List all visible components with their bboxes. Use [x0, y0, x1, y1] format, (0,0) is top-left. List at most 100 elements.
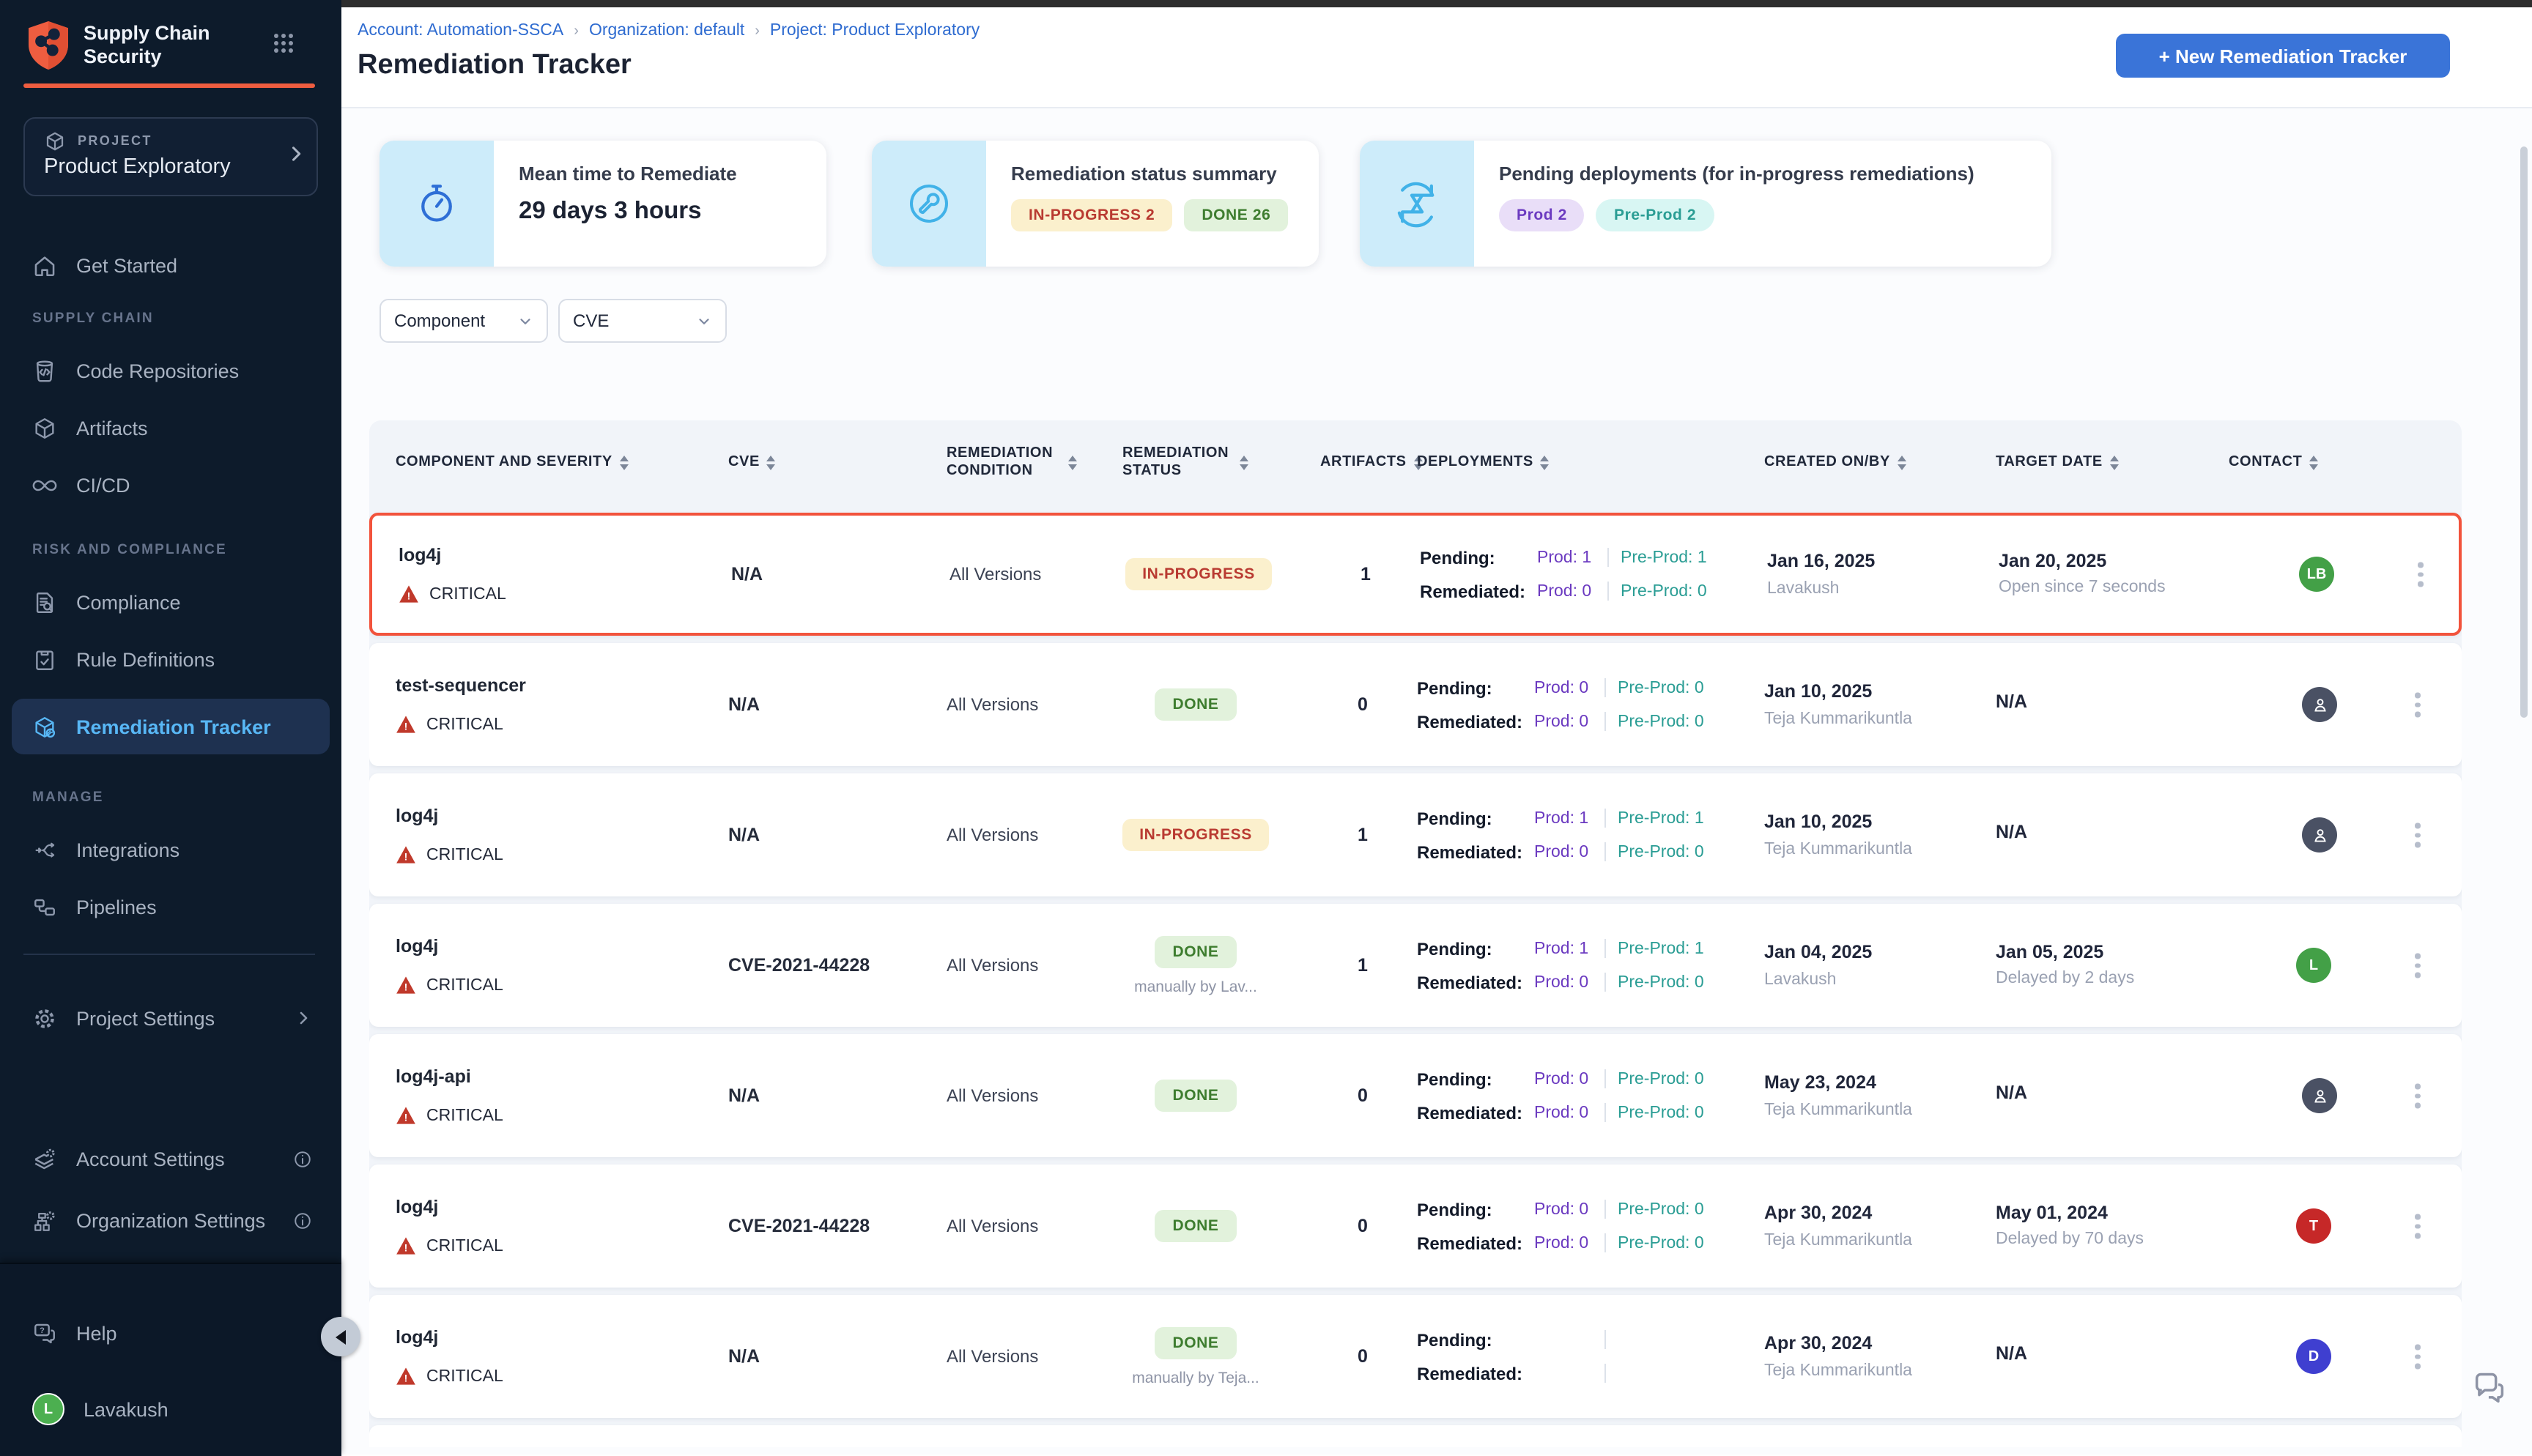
sidebar-item-account-settings[interactable]: Account Settings — [12, 1131, 330, 1186]
sidebar-item-organization-settings[interactable]: Organization Settings — [12, 1192, 330, 1248]
sort-icon — [1540, 456, 1550, 470]
row-actions-menu-icon[interactable] — [2409, 554, 2432, 595]
column-header-cve[interactable]: CVE — [728, 420, 776, 505]
column-header-contact[interactable]: CONTACT — [2229, 420, 2319, 505]
value-divider — [1604, 973, 1606, 992]
row-actions-menu-icon[interactable] — [2406, 1206, 2429, 1247]
component-name: log4j — [399, 545, 442, 565]
cve-value: N/A — [728, 694, 760, 715]
component-filter-dropdown[interactable]: Component — [380, 299, 548, 343]
remediated-prod-count: Prod: 0 — [1537, 582, 1592, 600]
contact — [2230, 1034, 2409, 1157]
sidebar-item-integrations[interactable]: Integrations — [12, 822, 330, 877]
sidebar-item-cicd[interactable]: CI/CD — [12, 457, 330, 513]
sidebar-item-project-settings[interactable]: Project Settings — [12, 990, 330, 1046]
deployments: Pending: Prod: 1 Pre-Prod: 1 Remediated:… — [1420, 516, 1723, 633]
table-row[interactable]: log4j ! CRITICAL Pending: Remediated: — [369, 1425, 2462, 1447]
page-title: Remediation Tracker — [358, 50, 632, 81]
status-note: manually by Lav... — [1134, 978, 1257, 995]
contact: D — [2230, 1295, 2409, 1418]
page-scrollbar[interactable] — [2520, 146, 2528, 718]
table-row[interactable]: log4j ! CRITICAL N/A All Versions IN-PRO… — [369, 513, 2462, 636]
severity: ! CRITICAL — [396, 715, 526, 734]
contact: H — [2230, 1425, 2409, 1447]
created-date: May 23, 2024 — [1764, 1071, 1876, 1092]
remediated-preprod-count: Pre-Prod: 0 — [1618, 1234, 1704, 1252]
hourglass-refresh-icon — [1392, 179, 1442, 229]
sidebar-item-rule-definitions[interactable]: Rule Definitions — [12, 631, 330, 687]
column-header-artifacts[interactable]: ARTIFACTS — [1320, 420, 1423, 505]
table-row[interactable]: log4j ! CRITICAL CVE-2021-44228 All Vers… — [369, 1165, 2462, 1288]
column-header-remediation-status[interactable]: REMEDIATION STATUS — [1122, 420, 1248, 505]
app-switcher-grid-icon[interactable] — [273, 32, 295, 54]
column-header-remediation-condition[interactable]: REMEDIATION CONDITION — [947, 420, 1077, 505]
sidebar-item-remediation-tracker[interactable]: Remediation Tracker — [12, 699, 330, 754]
row-actions-menu-icon[interactable] — [2406, 1075, 2429, 1117]
created-on-by: May 23, 2024 Teja Kummarikuntla — [1764, 1034, 1912, 1157]
remediated-label: Remediated: — [1417, 711, 1523, 732]
remediated-preprod-count: Pre-Prod: 0 — [1618, 713, 1704, 730]
table-row[interactable]: log4j ! CRITICAL N/A All Versions DONE m… — [369, 1295, 2462, 1418]
breadcrumb-account[interactable]: Account: Automation-SSCA — [358, 22, 564, 40]
column-header-deployments[interactable]: DEPLOYMENTS — [1417, 420, 1550, 505]
created-by: Teja Kummarikuntla — [1764, 710, 1912, 727]
created-by: Teja Kummarikuntla — [1764, 840, 1912, 858]
remediated-prod-count: Prod: 0 — [1534, 973, 1589, 991]
created-date: Jan 04, 2025 — [1764, 941, 1873, 962]
artifacts-count: 1 — [1358, 955, 1368, 976]
new-remediation-tracker-button[interactable]: + New Remediation Tracker — [2116, 34, 2450, 78]
row-actions-menu-icon[interactable] — [2406, 945, 2429, 987]
sort-icon — [2309, 456, 2319, 470]
remediated-label: Remediated: — [1417, 842, 1523, 862]
row-actions-menu-icon[interactable] — [2406, 684, 2429, 726]
column-header-created-on-by[interactable]: CREATED ON/BY — [1764, 420, 1906, 505]
severity: ! CRITICAL — [399, 584, 506, 603]
project-cube-icon — [44, 130, 66, 152]
brand-accent-rule — [23, 83, 315, 88]
target-date: N/A — [1996, 773, 2198, 896]
sidebar-user[interactable]: L Lavakush — [12, 1381, 330, 1437]
cve-filter-dropdown[interactable]: CVE — [558, 299, 727, 343]
svg-text:!: ! — [404, 981, 408, 993]
table-row[interactable]: log4j-api ! CRITICAL N/A All Versions DO… — [369, 1034, 2462, 1157]
artifacts-count: 0 — [1358, 1085, 1368, 1106]
sidebar-item-pipelines[interactable]: Pipelines — [12, 879, 330, 935]
sidebar-collapse-handle[interactable] — [321, 1317, 360, 1356]
support-chat-icon[interactable] — [2470, 1370, 2509, 1408]
column-header-component[interactable]: COMPONENT AND SEVERITY — [396, 420, 629, 505]
row-actions-menu-icon[interactable] — [2406, 1336, 2429, 1378]
status-badge: DONE — [1155, 935, 1237, 967]
remediation-status: DONE — [1064, 1034, 1328, 1157]
chevron-right-icon — [286, 144, 306, 164]
breadcrumb-project[interactable]: Project: Product Exploratory — [769, 22, 980, 40]
project-selector[interactable]: PROJECT Product Exploratory — [23, 117, 318, 196]
sidebar-item-get-started[interactable]: Get Started — [12, 237, 330, 293]
table-row[interactable]: log4j ! CRITICAL CVE-2021-44228 All Vers… — [369, 904, 2462, 1027]
remediated-label: Remediated: — [1420, 581, 1526, 601]
value-divider — [1604, 1103, 1606, 1122]
pending-prod-count: Prod: 0 — [1534, 679, 1589, 697]
component-name: test-sequencer — [396, 675, 526, 696]
remediation-status: DONE — [1064, 643, 1328, 766]
info-icon — [293, 1211, 312, 1230]
contact: T — [2230, 1165, 2409, 1288]
sidebar-item-help[interactable]: ? Help — [12, 1305, 330, 1361]
sidebar-item-artifacts[interactable]: Artifacts — [12, 400, 330, 456]
table-row[interactable]: test-sequencer ! CRITICAL N/A All Versio… — [369, 643, 2462, 766]
sidebar-item-compliance[interactable]: Compliance — [12, 574, 330, 630]
breadcrumb-organization[interactable]: Organization: default — [588, 22, 745, 40]
remediation-status — [1064, 1425, 1328, 1447]
target-date: Jan 05, 2025 Delayed by 2 days — [1996, 904, 2198, 1027]
cve-value: N/A — [728, 1346, 760, 1367]
pending-label: Pending: — [1417, 938, 1492, 959]
target-date-value: N/A — [1996, 1343, 2028, 1364]
table-row[interactable]: log4j ! CRITICAL N/A All Versions IN-PRO… — [369, 773, 2462, 896]
value-divider — [1604, 1200, 1606, 1219]
remediated-prod-count: Prod: 0 — [1534, 1104, 1589, 1121]
section-manage: MANAGE — [32, 790, 104, 806]
row-actions-menu-icon[interactable] — [2406, 814, 2429, 856]
value-divider — [1607, 548, 1609, 567]
pending-prod-count: Prod: 1 — [1534, 940, 1589, 957]
sidebar-item-code-repositories[interactable]: Code Repositories — [12, 343, 330, 398]
column-header-target-date[interactable]: TARGET DATE — [1996, 420, 2119, 505]
